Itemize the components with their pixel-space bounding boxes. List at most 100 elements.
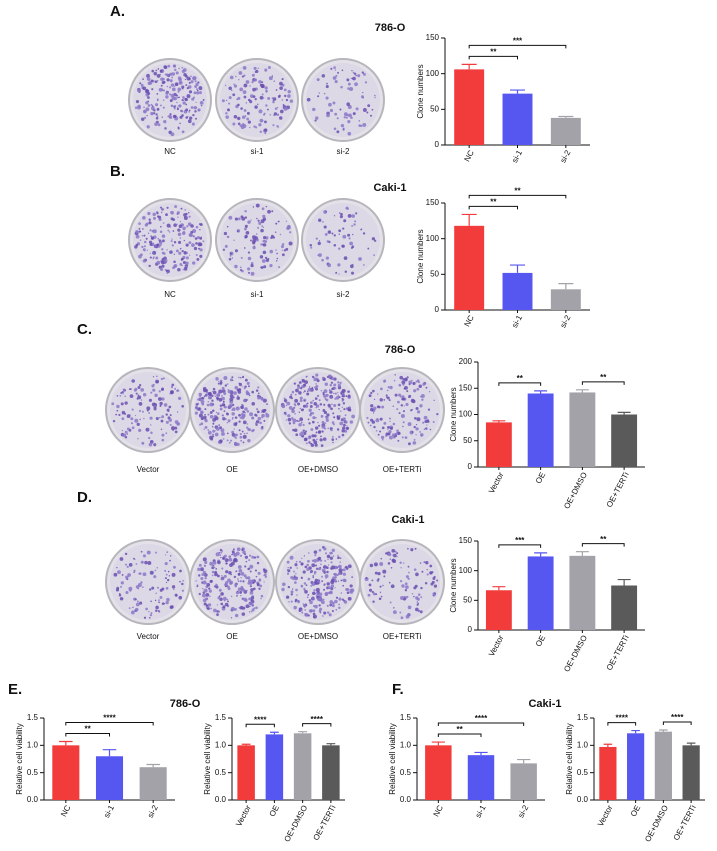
colony bbox=[196, 88, 198, 90]
colony bbox=[340, 410, 342, 412]
colony bbox=[355, 107, 359, 111]
colony bbox=[403, 405, 405, 407]
colony bbox=[139, 601, 143, 605]
colony bbox=[237, 578, 239, 580]
colony bbox=[278, 94, 281, 97]
colony bbox=[341, 433, 345, 437]
colony bbox=[169, 423, 172, 426]
colony bbox=[287, 94, 291, 98]
colony bbox=[351, 69, 353, 72]
colony bbox=[219, 597, 223, 602]
colony bbox=[313, 434, 317, 438]
colony bbox=[184, 209, 187, 211]
colony bbox=[227, 578, 231, 583]
error-bar bbox=[659, 729, 668, 732]
colony bbox=[325, 393, 329, 397]
colony bbox=[389, 420, 391, 423]
colony bbox=[139, 418, 141, 421]
colony bbox=[342, 572, 347, 576]
colony bbox=[157, 123, 161, 127]
colony bbox=[380, 435, 385, 440]
colony bbox=[215, 567, 218, 570]
colony bbox=[209, 402, 214, 407]
y-tick-label: 50 bbox=[430, 269, 439, 278]
colony bbox=[225, 562, 228, 565]
colony bbox=[155, 379, 160, 384]
colony bbox=[153, 407, 157, 411]
colony bbox=[255, 575, 258, 578]
colony bbox=[201, 593, 206, 598]
colony bbox=[262, 226, 265, 229]
colony bbox=[304, 589, 308, 594]
colony bbox=[140, 83, 144, 87]
colony bbox=[168, 115, 173, 119]
colony bbox=[124, 552, 128, 556]
colony bbox=[292, 428, 295, 432]
colony bbox=[396, 552, 399, 555]
colony bbox=[243, 387, 246, 390]
bar bbox=[502, 272, 533, 310]
colony bbox=[148, 611, 150, 613]
colony bbox=[248, 99, 250, 101]
colony bbox=[283, 106, 288, 111]
bar bbox=[569, 392, 596, 467]
colony bbox=[343, 423, 346, 427]
colony bbox=[285, 220, 288, 222]
colony bbox=[327, 564, 330, 566]
colony bbox=[264, 68, 268, 72]
colony bbox=[303, 391, 305, 393]
colony bbox=[326, 240, 330, 243]
colony bbox=[423, 428, 426, 430]
colony bbox=[331, 421, 335, 424]
colony bbox=[154, 569, 157, 572]
colony bbox=[147, 561, 152, 565]
colony bbox=[371, 590, 374, 594]
colony bbox=[308, 552, 310, 554]
colony bbox=[189, 233, 193, 237]
colony bbox=[244, 565, 247, 568]
colony bbox=[288, 422, 292, 425]
colony bbox=[403, 562, 405, 564]
colony bbox=[169, 86, 172, 89]
colony bbox=[174, 68, 177, 72]
bar bbox=[611, 414, 638, 467]
colony bbox=[321, 575, 323, 578]
colony bbox=[307, 577, 311, 581]
colony bbox=[314, 604, 318, 609]
colony bbox=[324, 232, 328, 236]
colony bbox=[351, 414, 355, 419]
colony bbox=[263, 419, 266, 422]
colony bbox=[304, 612, 308, 617]
colony bbox=[124, 412, 127, 415]
bar bbox=[454, 225, 485, 310]
colony bbox=[324, 592, 329, 597]
error-bar bbox=[241, 743, 251, 746]
colony bbox=[302, 423, 305, 427]
colony bbox=[228, 257, 232, 261]
colony bbox=[413, 568, 417, 571]
colony bbox=[135, 607, 139, 612]
colony bbox=[294, 577, 298, 581]
colony bbox=[216, 398, 219, 401]
colony bbox=[289, 231, 292, 234]
colony bbox=[370, 424, 372, 427]
colony bbox=[247, 220, 251, 224]
colony bbox=[195, 225, 199, 229]
colony bbox=[289, 555, 294, 560]
colony bbox=[113, 572, 118, 577]
colony bbox=[188, 212, 190, 214]
colony bbox=[146, 406, 151, 411]
error-bar bbox=[517, 758, 531, 764]
colony bbox=[325, 210, 328, 213]
colony bbox=[172, 230, 175, 232]
colony bbox=[223, 574, 227, 578]
colony bbox=[148, 240, 153, 244]
colony bbox=[198, 223, 202, 226]
colony bbox=[318, 424, 321, 427]
colony bbox=[221, 394, 223, 397]
colony bbox=[121, 574, 124, 576]
colony bbox=[292, 418, 297, 423]
colony bbox=[308, 408, 312, 412]
colony bbox=[181, 98, 184, 102]
colony bbox=[373, 254, 375, 256]
